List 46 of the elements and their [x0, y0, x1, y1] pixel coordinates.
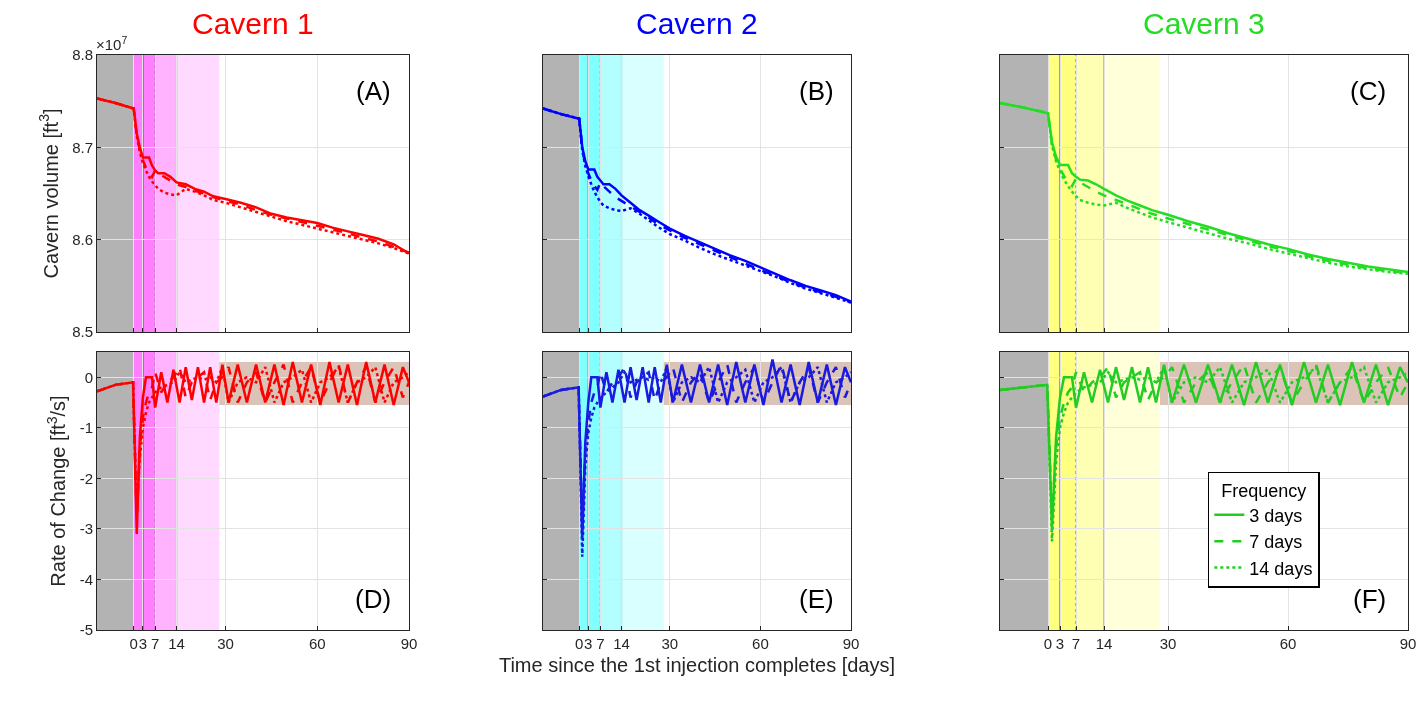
- x-tick-label: 14: [1095, 635, 1113, 652]
- chart-title: Cavern 1: [192, 7, 314, 40]
- x-tick-label: 14: [168, 635, 185, 652]
- x-tick-label: 30: [217, 635, 234, 652]
- x-tick-label: 7: [596, 635, 605, 652]
- y-tick-label: 8.8: [72, 46, 93, 64]
- annotation: (E): [799, 584, 834, 614]
- x-axis-title: Time since the 1st injection completes [days]: [498, 653, 896, 676]
- x-tick-label: 7: [150, 635, 160, 652]
- chart-title: Cavern 2: [636, 7, 758, 40]
- x-tick-label: 14: [613, 635, 630, 652]
- y-tick-label: 8.5: [72, 323, 93, 341]
- legend-label: 7 days: [1249, 532, 1303, 553]
- y-tick-label: 8.6: [72, 230, 93, 248]
- x-tick-label: 3: [138, 635, 148, 652]
- x-tick-label: 3: [1055, 635, 1065, 652]
- y-tick-label: 0: [84, 368, 93, 386]
- chart-title: Cavern 3: [1143, 7, 1265, 40]
- annotation: (F): [1353, 584, 1387, 614]
- x-tick-label: 7: [1071, 635, 1081, 652]
- x-tick-label: 0: [575, 635, 584, 652]
- annotation: (A): [356, 76, 391, 106]
- x-tick-label: 0: [1043, 635, 1053, 652]
- y-tick-label: -2: [79, 469, 93, 487]
- x-tick-label: 90: [400, 635, 418, 652]
- x-tick-label: 90: [842, 635, 860, 652]
- x-tick-label: 90: [1399, 635, 1417, 652]
- legend-label: 3 days: [1249, 505, 1303, 526]
- x-tick-label: 60: [752, 635, 769, 652]
- x-tick-label: 30: [1159, 635, 1177, 652]
- text: ×10$^{7}$: [96, 34, 128, 54]
- annotation: (D): [355, 584, 392, 614]
- y-tick-label: -5: [79, 621, 93, 639]
- y-tick-label: -4: [79, 570, 93, 588]
- annotation: (C): [1350, 76, 1387, 106]
- y-tick-label: -3: [79, 520, 93, 538]
- x-tick-label: 0: [129, 635, 138, 652]
- legend-title: Frequency: [1221, 480, 1307, 501]
- x-tick-label: 60: [1279, 635, 1297, 652]
- y-tick-label: -1: [79, 419, 93, 437]
- annotation: (B): [799, 76, 834, 106]
- y-tick-label: 8.7: [72, 138, 93, 156]
- x-tick-label: 60: [308, 635, 326, 652]
- x-tick-label: 3: [584, 635, 593, 652]
- legend-label: 14 days: [1249, 558, 1313, 579]
- x-tick-label: 30: [661, 635, 679, 652]
